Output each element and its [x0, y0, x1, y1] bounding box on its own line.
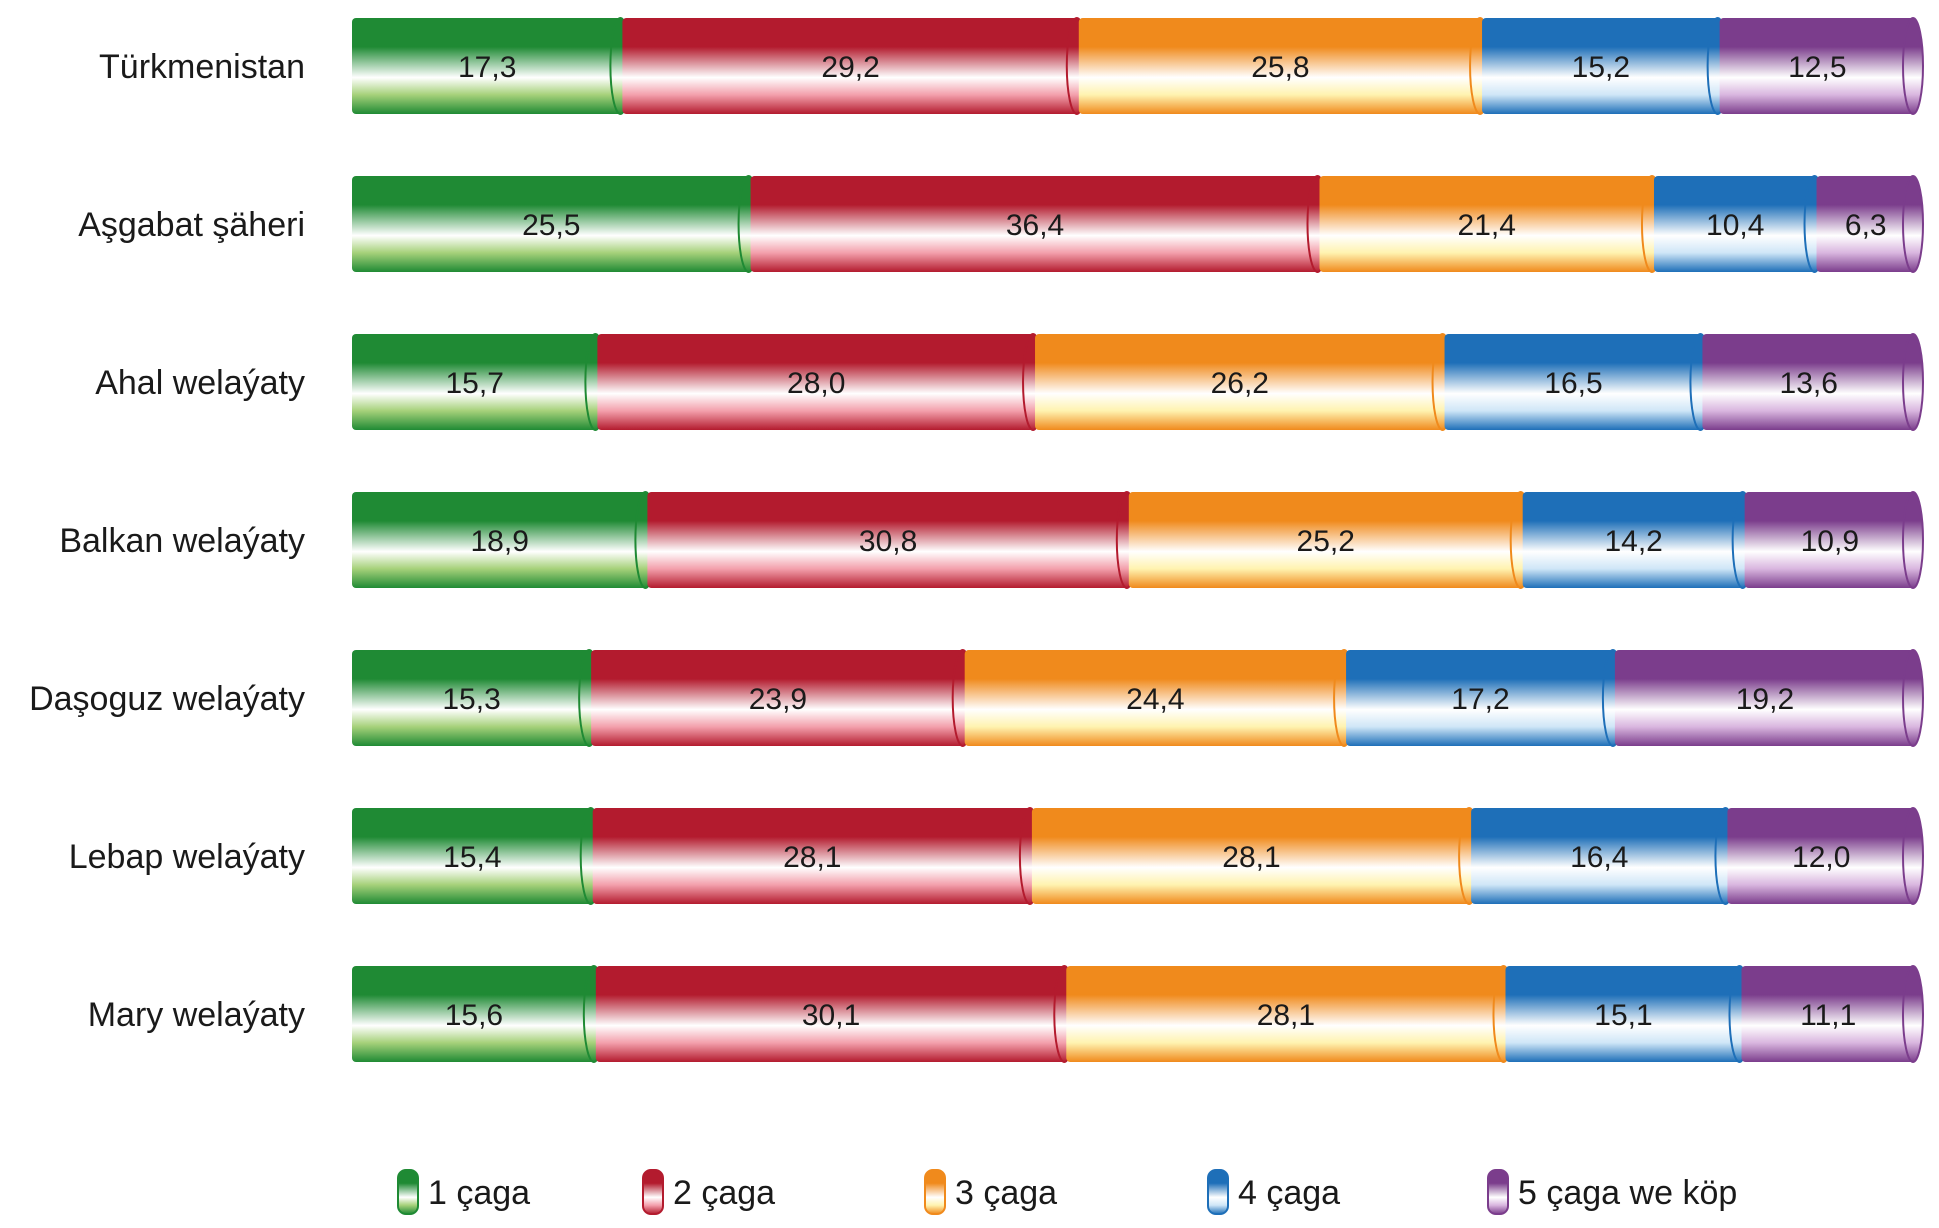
category-label-ahal-welayaty: Ahal welaýaty: [95, 364, 305, 402]
category-label-mary-welayaty: Mary welaýaty: [88, 996, 305, 1034]
value-label-balkan-welayaty-3-caga: 25,2: [1297, 525, 1355, 558]
value-label-balkan-welayaty-5-caga-we-kop: 10,9: [1801, 525, 1859, 558]
legend-label-1-caga: 1 çaga: [428, 1174, 530, 1212]
value-label-dasoguz-welayaty-3-caga: 24,4: [1126, 683, 1184, 716]
legend-label-2-caga: 2 çaga: [673, 1174, 775, 1212]
value-label-ahal-welayaty-5-caga-we-kop: 13,6: [1780, 367, 1838, 400]
category-label-balkan-welayaty: Balkan welaýaty: [59, 522, 305, 560]
value-label-turkmenistan-3-caga: 25,8: [1251, 51, 1309, 84]
category-label-turkmenistan: Türkmenistan: [99, 48, 305, 86]
value-label-lebap-welayaty-4-caga: 16,4: [1570, 841, 1628, 874]
category-label-dasoguz-welayaty: Daşoguz welaýaty: [29, 680, 305, 718]
value-label-ahal-welayaty-2-caga: 28,0: [787, 367, 845, 400]
legend-swatch-5-caga-we-kop: [1487, 1169, 1509, 1215]
bar-segment-asgabat-saheri-4-caga: [1653, 175, 1826, 273]
bar-segment-lebap-welayaty-5-caga-we-kop: [1727, 807, 1924, 905]
legend-item-1-caga: 1 çaga: [397, 1169, 530, 1215]
value-label-mary-welayaty-5-caga-we-kop: 11,1: [1800, 999, 1856, 1032]
bar-segment-balkan-welayaty-5-caga-we-kop: [1744, 491, 1924, 589]
legend: 1 çaga 2 çaga 3 çaga 4 çaga 5 çaga we köp: [397, 1169, 1737, 1215]
value-label-lebap-welayaty-2-caga: 28,1: [783, 841, 841, 874]
value-label-mary-welayaty-1-caga: 15,6: [445, 999, 503, 1032]
value-label-asgabat-saheri-1-caga: 25,5: [522, 209, 580, 242]
value-label-lebap-welayaty-5-caga-we-kop: 12,0: [1792, 841, 1850, 874]
value-label-dasoguz-welayaty-1-caga: 15,3: [442, 683, 500, 716]
bar-segment-asgabat-saheri-5-caga-we-kop: [1816, 175, 1924, 273]
legend-label-4-caga: 4 çaga: [1238, 1174, 1340, 1212]
value-label-balkan-welayaty-2-caga: 30,8: [859, 525, 917, 558]
category-label-lebap-welayaty: Lebap welaýaty: [69, 838, 305, 876]
bar-segment-turkmenistan-5-caga-we-kop: [1719, 17, 1924, 115]
value-label-turkmenistan-4-caga: 15,2: [1572, 51, 1630, 84]
value-label-mary-welayaty-2-caga: 30,1: [802, 999, 860, 1032]
value-label-turkmenistan-5-caga-we-kop: 12,5: [1788, 51, 1846, 84]
value-label-lebap-welayaty-1-caga: 15,4: [443, 841, 501, 874]
value-label-asgabat-saheri-3-caga: 21,4: [1458, 209, 1516, 242]
legend-label-3-caga: 3 çaga: [955, 1174, 1057, 1212]
value-label-balkan-welayaty-4-caga: 14,2: [1604, 525, 1662, 558]
legend-label-5-caga-we-kop: 5 çaga we köp: [1518, 1174, 1737, 1212]
category-label-asgabat-saheri: Aşgabat şäheri: [78, 206, 305, 244]
value-label-asgabat-saheri-5-caga-we-kop: 6,3: [1845, 209, 1887, 242]
value-label-asgabat-saheri-2-caga: 36,4: [1006, 209, 1064, 242]
value-label-ahal-welayaty-1-caga: 15,7: [446, 367, 504, 400]
value-label-mary-welayaty-3-caga: 28,1: [1257, 999, 1315, 1032]
value-label-dasoguz-welayaty-2-caga: 23,9: [749, 683, 807, 716]
value-label-turkmenistan-2-caga: 29,2: [821, 51, 879, 84]
legend-swatch-3-caga: [924, 1169, 946, 1215]
legend-item-2-caga: 2 çaga: [642, 1169, 775, 1215]
category-labels: Türkmenistan Aşgabat şäheri Ahal welaýaty B…: [29, 48, 305, 1034]
value-label-dasoguz-welayaty-4-caga: 17,2: [1451, 683, 1509, 716]
bar-segment-mary-welayaty-5-caga-we-kop: [1741, 965, 1924, 1063]
legend-swatch-4-caga: [1207, 1169, 1229, 1215]
bar-segment-dasoguz-welayaty-4-caga: [1346, 649, 1624, 747]
value-label-ahal-welayaty-3-caga: 26,2: [1211, 367, 1269, 400]
bars-layer: 17,3 29,2 25,8 15,2 12,5 25,5 36,4 21,4 10,4 6,3 1…: [352, 17, 1924, 1063]
value-label-balkan-welayaty-1-caga: 18,9: [471, 525, 529, 558]
legend-item-3-caga: 3 çaga: [924, 1169, 1057, 1215]
value-label-mary-welayaty-4-caga: 15,1: [1594, 999, 1652, 1032]
legend-item-5-caga-we-kop: 5 çaga we köp: [1487, 1169, 1737, 1215]
bar-segment-dasoguz-welayaty-5-caga-we-kop: [1614, 649, 1924, 747]
value-label-asgabat-saheri-4-caga: 10,4: [1706, 209, 1764, 242]
value-label-turkmenistan-1-caga: 17,3: [458, 51, 516, 84]
bar-segment-ahal-welayaty-5-caga-we-kop: [1702, 333, 1924, 431]
legend-swatch-1-caga: [397, 1169, 419, 1215]
legend-swatch-2-caga: [642, 1169, 664, 1215]
value-label-ahal-welayaty-4-caga: 16,5: [1544, 367, 1602, 400]
value-label-lebap-welayaty-3-caga: 28,1: [1222, 841, 1280, 874]
legend-item-4-caga: 4 çaga: [1207, 1169, 1340, 1215]
value-label-dasoguz-welayaty-5-caga-we-kop: 19,2: [1736, 683, 1794, 716]
